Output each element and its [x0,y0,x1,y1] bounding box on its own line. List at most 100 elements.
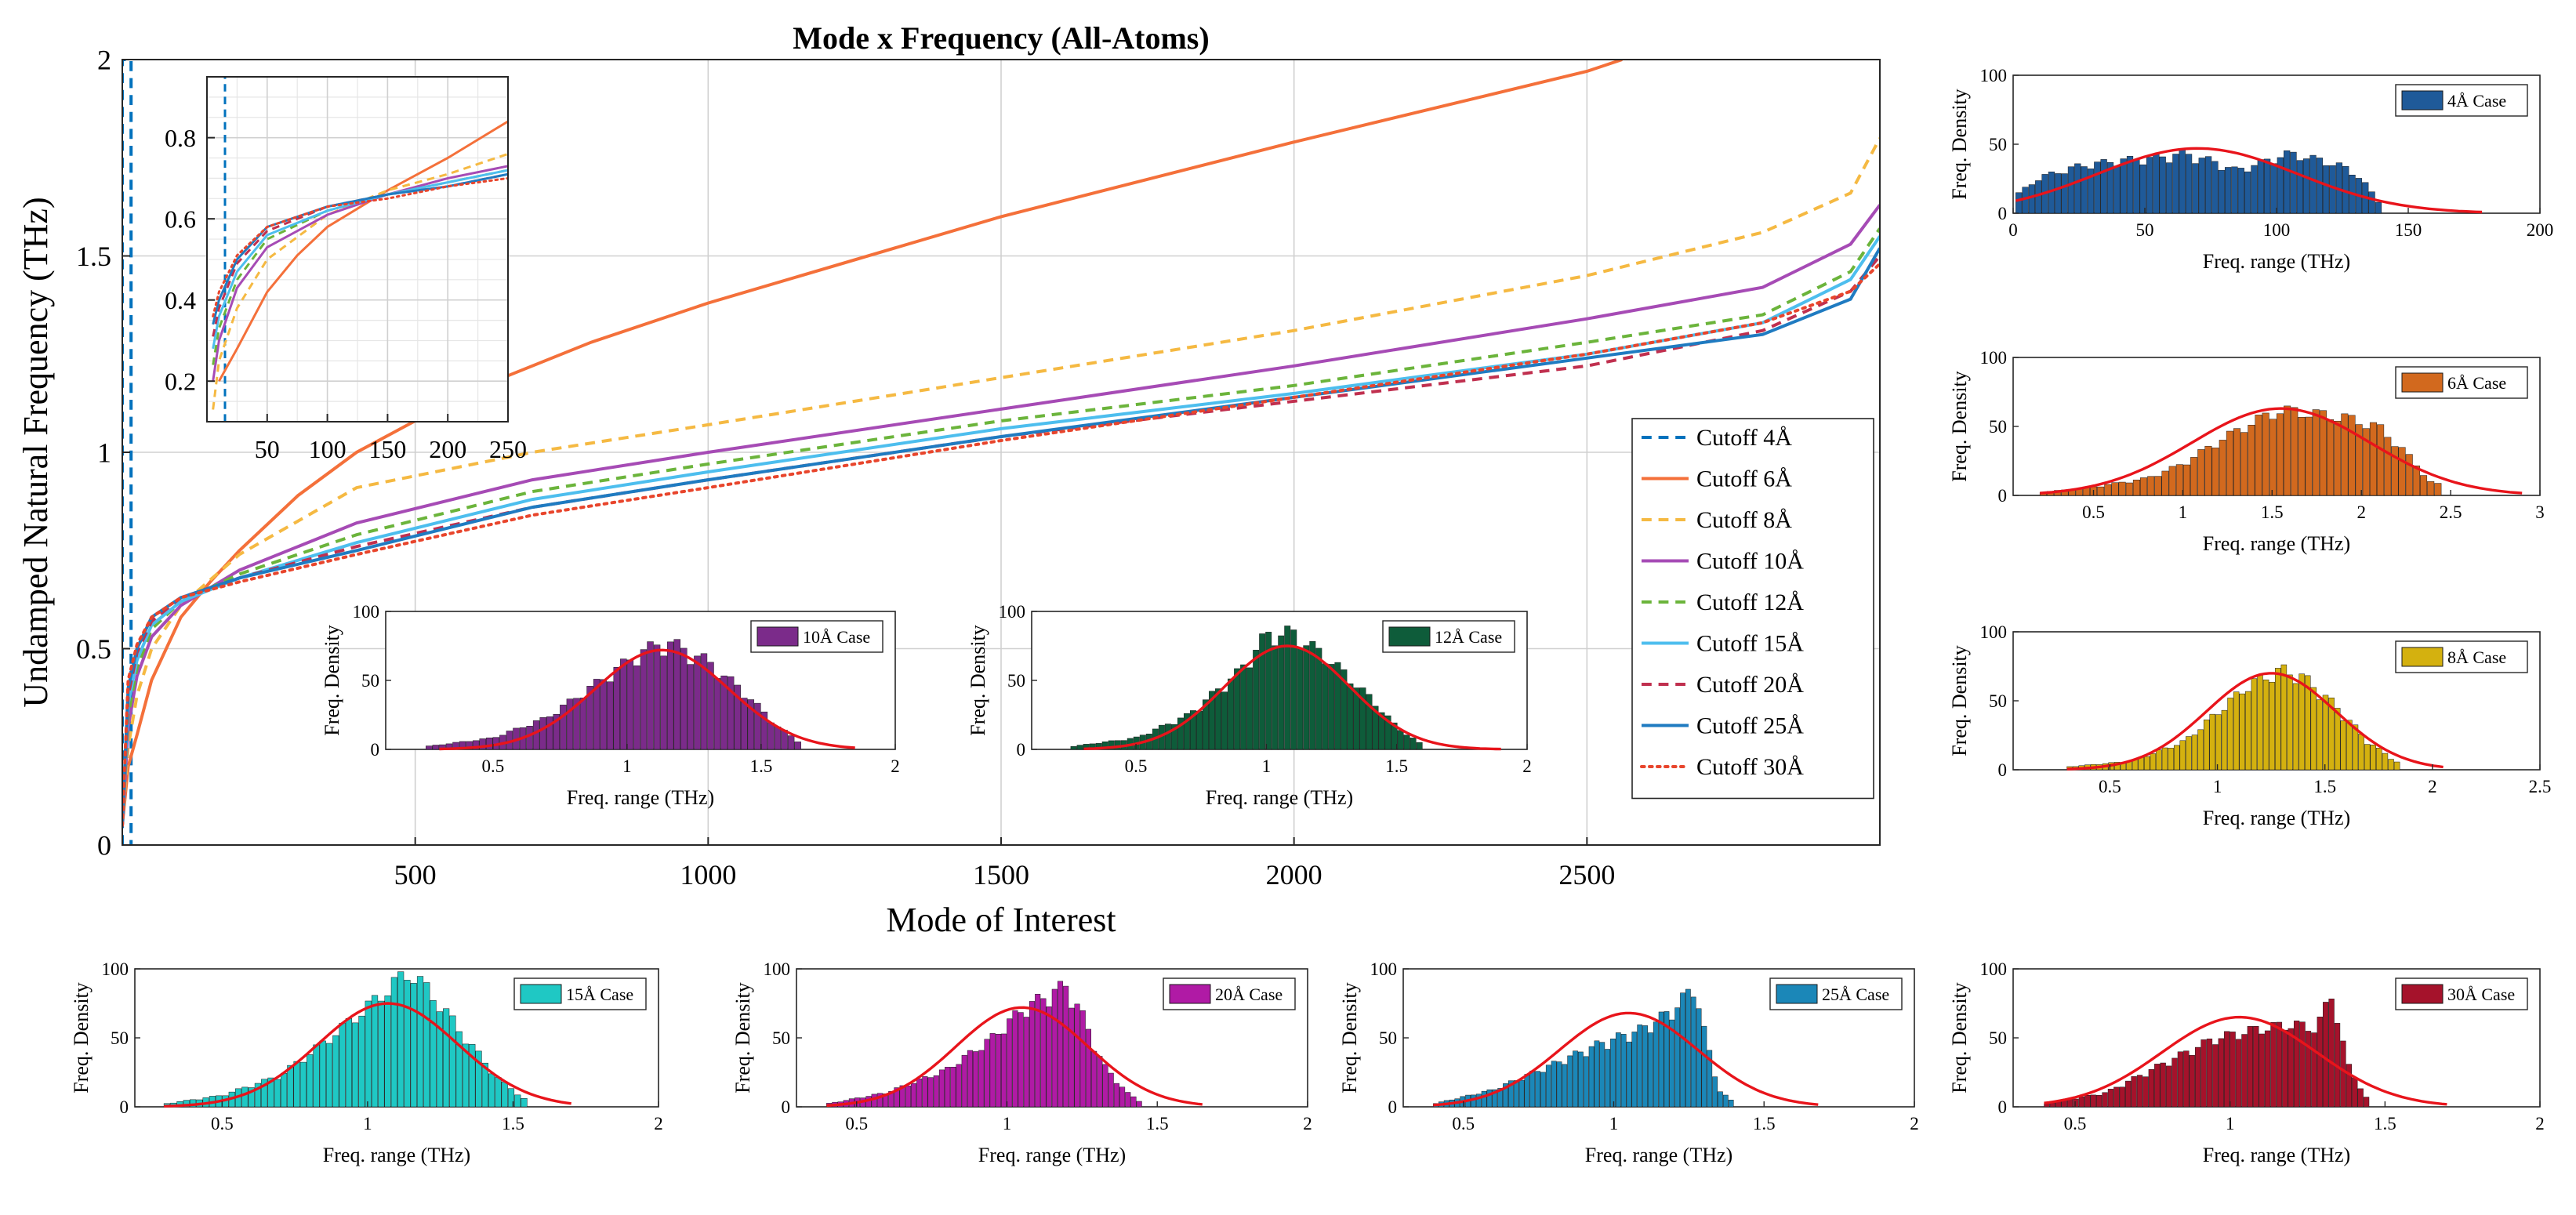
h20-ylabel: Freq. Density [731,982,754,1094]
h4-bar [2067,166,2075,214]
h15-bar [501,1081,508,1108]
h15-bar [443,1008,450,1108]
h25-bar [1492,1089,1498,1108]
h6-bar [2362,428,2370,496]
h10-bar [426,745,433,750]
h20-bar [1051,988,1058,1108]
h30-bar [2136,1075,2143,1108]
h10-bar [741,698,748,750]
h12-bar [1164,724,1171,750]
h8-bar [2376,748,2382,771]
h15-xlabel: Freq. range (THz) [323,1144,470,1166]
h30-xtick-label: 1.5 [2374,1114,2396,1133]
h25-bar [1722,1094,1729,1108]
h25-bar [1529,1070,1536,1108]
h10-bar [694,655,701,750]
h4-bar [2290,151,2297,214]
h15-bar [462,1043,470,1108]
h10-ytick-label: 0 [371,740,380,760]
h8-bar [2239,693,2245,771]
h8-bar [2186,736,2192,771]
h25-xtick-label: 1 [1609,1114,1619,1133]
h8-bar [2227,698,2233,771]
h15-bar [183,1100,190,1108]
h8-xlabel: Freq. range (THz) [2203,807,2350,829]
h20-xtick-label: 2 [1303,1114,1312,1133]
h6-bar [2197,449,2205,496]
h4-bar [2244,171,2251,214]
h20-bar [1029,1001,1036,1108]
h20-bar [1119,1086,1126,1108]
h15-bar [521,1098,528,1108]
h12-bar [1183,713,1190,750]
h8-bar [2317,699,2323,771]
h10-bar [660,655,667,750]
h10-ytick-label: 50 [361,671,379,691]
h10-bar [680,647,688,750]
h8-bar [2168,748,2174,771]
h15-bar [384,995,391,1108]
h10-bar [560,705,567,750]
h15-bar [319,1040,326,1108]
h25-bar [1503,1083,1508,1108]
h15-bar [449,1015,456,1108]
h6-bar [2369,422,2377,496]
h15-bar [475,1050,482,1108]
h12-bar [1114,740,1121,750]
h8-bar [2370,745,2376,771]
h10-legend-swatch [756,626,799,647]
h10-xtick-label: 1.5 [750,756,773,776]
h15-bar [404,980,411,1108]
zoom_inset-xtick-label: 200 [429,435,466,463]
h25-ytick-label: 0 [1388,1097,1398,1117]
h6-bar [2420,475,2428,496]
h30-bar [2066,1099,2073,1108]
h30-bar [2183,1050,2190,1108]
h20-bar [1085,1028,1091,1108]
h12-bar [1101,742,1108,750]
h25-bar [1674,1007,1681,1108]
h30-bar [2171,1057,2178,1108]
h20-bar [905,1085,911,1108]
h10-bar [794,742,801,750]
h8-bar [2328,697,2335,771]
h12-bar [1272,645,1279,750]
h25-bar [1605,1049,1611,1108]
h10-bar [760,711,768,750]
h20-bar [989,1033,996,1108]
h4-bar [2251,165,2258,214]
h6-bar [2175,464,2183,496]
h4-bar [2146,157,2153,214]
h20-bar [1068,1007,1075,1108]
h25-bar [1573,1050,1578,1108]
h10-bar [553,713,561,750]
h8-bar [2191,734,2198,771]
h10-bar [647,641,654,750]
h25-chart: 0 50 100 0.5 1 1.5 2 Freq. range (THz) Freq. Den… [1338,959,1919,1166]
h25-fit-curve [1433,1011,1819,1107]
main-legend-label-4: Cutoff 12Å [1696,589,1804,615]
h15-bar [481,1062,488,1108]
h30-bar [2317,1016,2323,1108]
main-legend-box [1631,418,1874,800]
h10-bar [666,641,674,750]
h6-xtick-label: 0.5 [2082,502,2105,522]
h10-bar [432,745,440,750]
h15-bar [410,983,417,1108]
h4-bar [2126,156,2134,214]
h25-bar [1631,1032,1638,1108]
h4-legend-label: 4Å Case [2447,91,2506,111]
h25-bar [1669,1019,1675,1108]
zoom_inset-chart: 50 100 150 200 250 0.2 0.4 0.6 0.8 [165,76,527,463]
h15-bar [488,1073,495,1108]
h25-bar [1712,1076,1718,1108]
main-xtick-label: 2000 [1266,859,1322,890]
h12-bar [1221,691,1228,750]
h4-xtick-label: 200 [2527,220,2554,240]
h6-bar [2398,447,2406,496]
h6-bar [2190,457,2198,496]
h4-bar [2231,166,2238,214]
main-legend: Cutoff 4Å Cutoff 6Å Cutoff 8Å Cutoff 10Å Cut… [1631,418,1874,800]
h6-legend-swatch [2401,372,2444,393]
h12-bar [1265,632,1272,750]
